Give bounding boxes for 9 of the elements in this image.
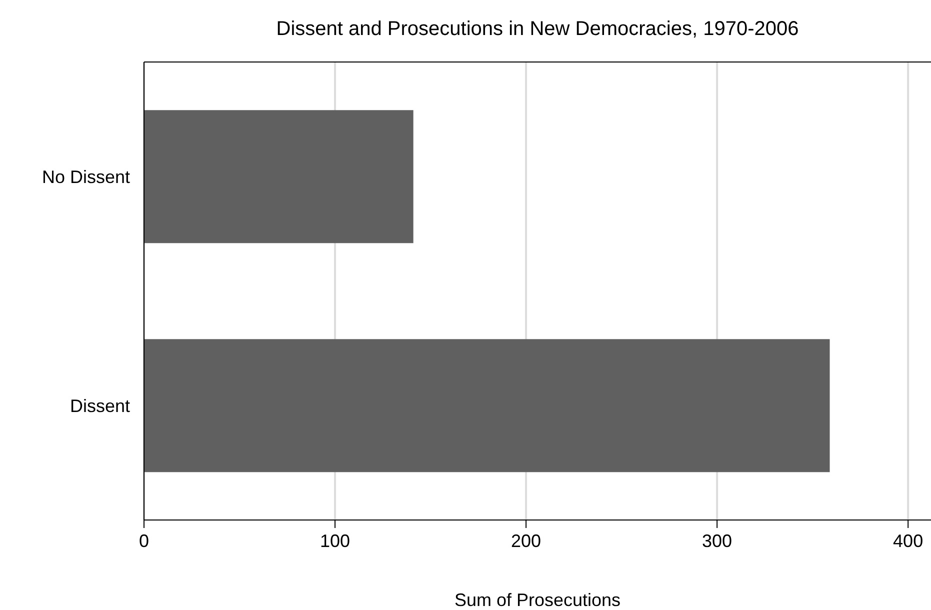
chart-title: Dissent and Prosecutions in New Democracies, 1970-2006 xyxy=(276,18,799,40)
x-tick-label: 0 xyxy=(138,530,150,551)
x-tick-label: 400 xyxy=(893,530,924,551)
x-tick-label: 100 xyxy=(320,530,350,551)
x-tick-label: 200 xyxy=(511,530,542,551)
x-tick-label: 300 xyxy=(702,530,732,551)
y-tick-label: Dissent xyxy=(70,396,130,416)
y-tick-label: No Dissent xyxy=(42,166,130,187)
x-axis-title: Sum of Prosecutions xyxy=(454,590,621,610)
